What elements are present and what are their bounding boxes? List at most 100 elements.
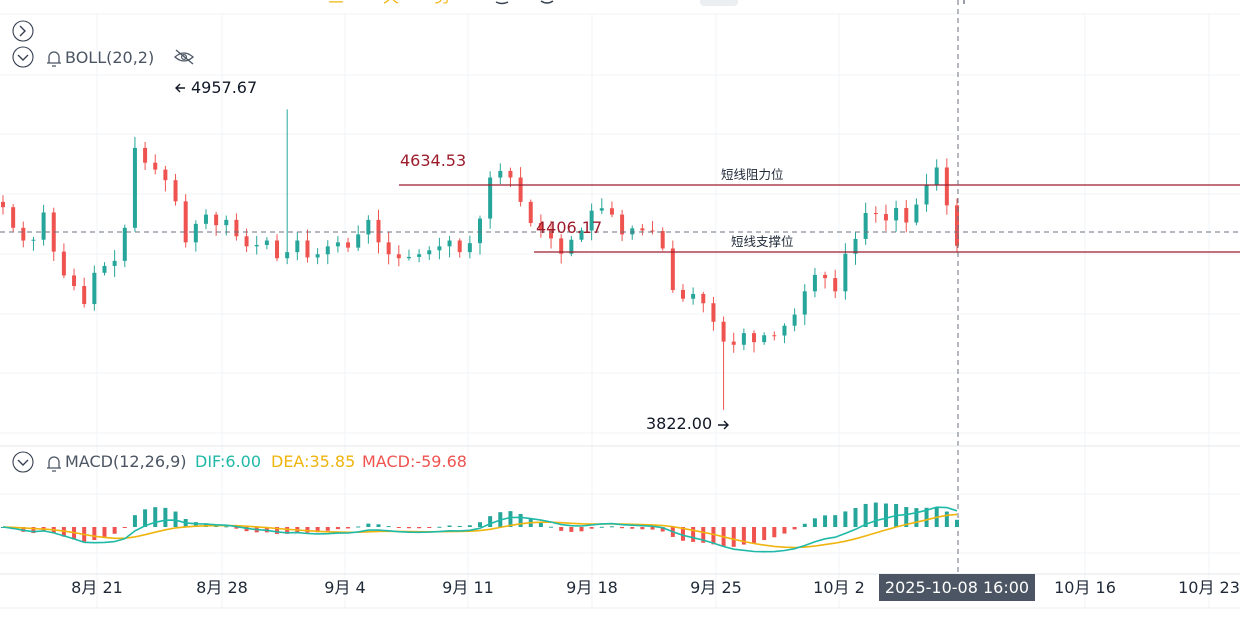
- candle-body: [406, 256, 411, 259]
- macd-indicator-name[interactable]: MACD(12,26,9): [65, 452, 187, 471]
- macd-bar: [173, 511, 178, 527]
- candle-body: [386, 242, 391, 255]
- macd-bar: [731, 527, 736, 547]
- dif-value-label: DIF:6.00: [195, 452, 261, 471]
- macd-collapse-button[interactable]: [12, 451, 34, 473]
- toolbar-glyph[interactable]: 天: [383, 0, 399, 6]
- candle-body: [82, 286, 87, 305]
- grid: [0, 13, 1240, 608]
- arrow-left-icon: [175, 83, 185, 93]
- candle-body: [883, 214, 888, 221]
- x-axis: 8月 21 8月 28 9月 4 9月 11 9月 18 9月 25 10月 2 10月 16…: [71, 578, 1240, 597]
- macd-bar: [680, 527, 685, 541]
- macd-bar: [924, 507, 929, 527]
- macd-bar: [346, 527, 351, 529]
- macd-bar: [447, 525, 452, 527]
- candle-body: [579, 230, 584, 240]
- macd-bar: [823, 515, 828, 527]
- candle-body: [741, 333, 746, 345]
- candle-body: [802, 291, 807, 315]
- candle-body: [41, 212, 46, 240]
- candle-body: [924, 184, 929, 205]
- macd-legend: MACD(12,26,9) DIF:6.00 DEA:35.85 MACD:-5…: [12, 451, 467, 473]
- macd-bar: [802, 523, 807, 527]
- macd-bar: [944, 511, 949, 527]
- macd-bar: [569, 527, 574, 532]
- eye-off-icon[interactable]: [174, 49, 194, 65]
- low-annotation: 3822.00: [646, 414, 729, 433]
- candle-body: [264, 240, 269, 246]
- resistance-text-label: 短线阻力位: [721, 167, 784, 182]
- macd-bar: [640, 527, 645, 530]
- candle-body: [812, 274, 817, 292]
- candle-body: [955, 205, 959, 246]
- macd-bar: [396, 527, 401, 528]
- x-tick-label: 10月 23: [1178, 578, 1240, 597]
- candle-body: [244, 236, 249, 247]
- x-tick-label: 10月 2: [813, 578, 865, 597]
- candle-body: [1, 201, 5, 208]
- macd-bar: [427, 527, 432, 528]
- macd-bar: [660, 527, 665, 532]
- candle-body: [569, 239, 574, 254]
- dea-value-label: DEA:35.85: [271, 452, 355, 471]
- candle-body: [153, 162, 158, 170]
- bell-icon[interactable]: [47, 51, 61, 67]
- candle-body: [346, 242, 351, 248]
- top-toolbar: 三 天 剪: [328, 0, 965, 6]
- macd-bar: [873, 502, 878, 527]
- candle-body: [538, 223, 543, 230]
- candle-body: [843, 253, 848, 292]
- x-tick-label: 8月 28: [196, 578, 248, 597]
- macd-bar: [275, 527, 280, 534]
- x-tick-label: 9月 25: [690, 578, 742, 597]
- redo-icon[interactable]: [540, 0, 554, 4]
- macd-bar: [417, 527, 422, 529]
- macd-bar: [559, 527, 564, 531]
- undo-icon[interactable]: [495, 1, 509, 5]
- toolbar-button[interactable]: [700, 0, 738, 6]
- macd-bar: [153, 507, 158, 527]
- candle-body: [214, 214, 219, 226]
- macd-bar: [518, 513, 523, 527]
- macd-bar: [883, 503, 888, 527]
- support-price-label: 4406.17: [536, 218, 602, 237]
- candle-body: [295, 240, 300, 253]
- candle-body: [721, 321, 726, 342]
- macd-bar: [549, 526, 554, 528]
- macd-bar: [609, 526, 614, 528]
- toolbar-glyph[interactable]: 三: [328, 0, 344, 6]
- candle-body: [823, 274, 828, 279]
- candle-body: [447, 240, 452, 247]
- macd-bar: [863, 503, 868, 527]
- macd-bar: [478, 522, 482, 527]
- macd-bar: [762, 527, 767, 541]
- candle-body: [833, 278, 838, 292]
- boll-indicator-name[interactable]: BOLL(20,2): [65, 48, 154, 67]
- x-tick-label: 9月 11: [442, 578, 494, 597]
- macd-bar: [620, 527, 625, 529]
- macd-bar: [163, 507, 168, 527]
- candle-body: [498, 170, 503, 178]
- arrow-right-icon: [718, 420, 729, 430]
- candle-body: [51, 212, 56, 252]
- macd-bar: [92, 527, 97, 541]
- candle-body: [620, 214, 625, 235]
- macd-bar: [711, 527, 716, 545]
- macd-bar: [650, 527, 655, 530]
- toolbar-glyph[interactable]: 剪: [434, 0, 450, 6]
- candle-body: [873, 212, 878, 215]
- support-text-label: 短线支撑位: [731, 234, 794, 249]
- candle-body: [173, 180, 178, 202]
- candle-body: [305, 240, 310, 258]
- candle-body: [366, 219, 371, 235]
- candle-body: [122, 227, 127, 261]
- boll-collapse-button[interactable]: [12, 46, 34, 68]
- collapse-button[interactable]: [12, 20, 34, 42]
- high-price-label: 4957.67: [191, 78, 257, 97]
- candle-body: [944, 167, 949, 206]
- bell-icon[interactable]: [47, 456, 61, 472]
- macd-bar: [234, 527, 239, 529]
- macd-bar: [630, 527, 635, 529]
